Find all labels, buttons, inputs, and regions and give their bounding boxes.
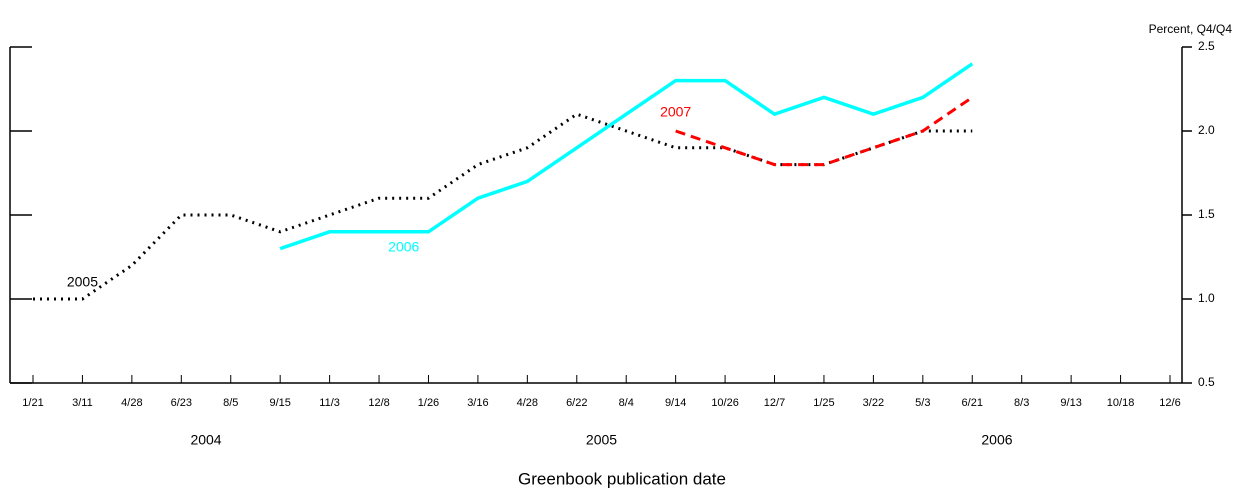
x-tick-label: 8/3 <box>1014 397 1029 409</box>
x-tick-label: 11/3 <box>319 397 340 409</box>
year-label: 2006 <box>981 432 1012 448</box>
y-tick-label: 1.5 <box>1198 207 1215 221</box>
y-tick-label: 1.0 <box>1198 291 1215 305</box>
x-tick-label: 12/8 <box>368 397 389 409</box>
series-label: 2005 <box>67 274 98 290</box>
x-tick-label: 8/5 <box>223 397 238 409</box>
x-tick-label: 6/21 <box>962 397 983 409</box>
x-tick-label: 5/3 <box>915 397 930 409</box>
x-tick-label: 3/22 <box>863 397 884 409</box>
x-tick-label: 8/4 <box>619 397 634 409</box>
x-tick-label: 9/14 <box>665 397 686 409</box>
series-line <box>33 112 973 301</box>
y-tick-label: 0.5 <box>1198 375 1215 389</box>
x-tick-label: 1/25 <box>813 397 834 409</box>
x-tick-label: 9/15 <box>269 397 290 409</box>
series-line <box>279 62 974 251</box>
year-label: 2005 <box>586 432 617 448</box>
x-tick-label: 4/28 <box>517 397 538 409</box>
y-axis-label: Percent, Q4/Q4 <box>1149 22 1233 36</box>
y-tick-label: 2.0 <box>1198 123 1215 137</box>
x-tick-label: 9/13 <box>1060 397 1081 409</box>
series-line <box>675 96 974 167</box>
series-label: 2006 <box>388 239 419 255</box>
x-tick-label: 10/18 <box>1107 397 1135 409</box>
x-tick-label: 12/6 <box>1159 397 1180 409</box>
x-tick-label: 6/22 <box>566 397 587 409</box>
x-tick-label: 3/16 <box>467 397 488 409</box>
series-label: 2007 <box>660 104 691 120</box>
x-tick-label: 10/26 <box>711 397 739 409</box>
x-tick-label: 4/28 <box>121 397 142 409</box>
x-tick-label: 3/11 <box>72 397 93 409</box>
year-label: 2004 <box>190 432 221 448</box>
x-axis-label: Greenbook publication date <box>518 469 726 488</box>
x-tick-label: 1/26 <box>418 397 439 409</box>
x-tick-label: 12/7 <box>764 397 785 409</box>
x-tick-label: 1/21 <box>22 397 43 409</box>
x-tick-label: 6/23 <box>171 397 192 409</box>
y-tick-label: 2.5 <box>1198 39 1215 53</box>
